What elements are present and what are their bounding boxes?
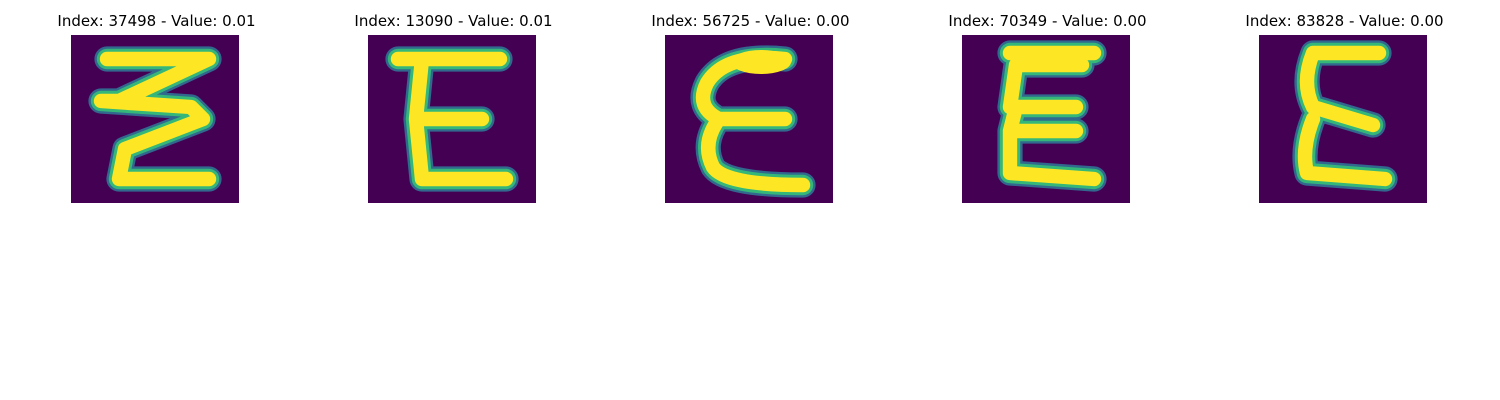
image-panel-2: Index: 13090 - Value: 0.01 bbox=[305, 10, 602, 210]
panel-title: Index: 56725 - Value: 0.00 bbox=[651, 12, 850, 30]
image-panel-4: Index: 70349 - Value: 0.00 bbox=[899, 10, 1196, 210]
handwritten-letter-image bbox=[71, 35, 239, 203]
handwritten-letter-image bbox=[665, 35, 833, 203]
image-panel-5: Index: 83828 - Value: 0.00 bbox=[1196, 10, 1493, 210]
handwritten-letter-image bbox=[1259, 35, 1427, 203]
handwritten-letter-image bbox=[962, 35, 1130, 203]
panel-title: Index: 70349 - Value: 0.00 bbox=[948, 12, 1147, 30]
panel-title: Index: 37498 - Value: 0.01 bbox=[57, 12, 256, 30]
image-panel-1: Index: 37498 - Value: 0.01 bbox=[8, 10, 305, 210]
panel-title: Index: 83828 - Value: 0.00 bbox=[1245, 12, 1444, 30]
handwritten-letter-image bbox=[368, 35, 536, 203]
panel-title: Index: 13090 - Value: 0.01 bbox=[354, 12, 553, 30]
image-panel-3: Index: 56725 - Value: 0.00 bbox=[602, 10, 899, 210]
